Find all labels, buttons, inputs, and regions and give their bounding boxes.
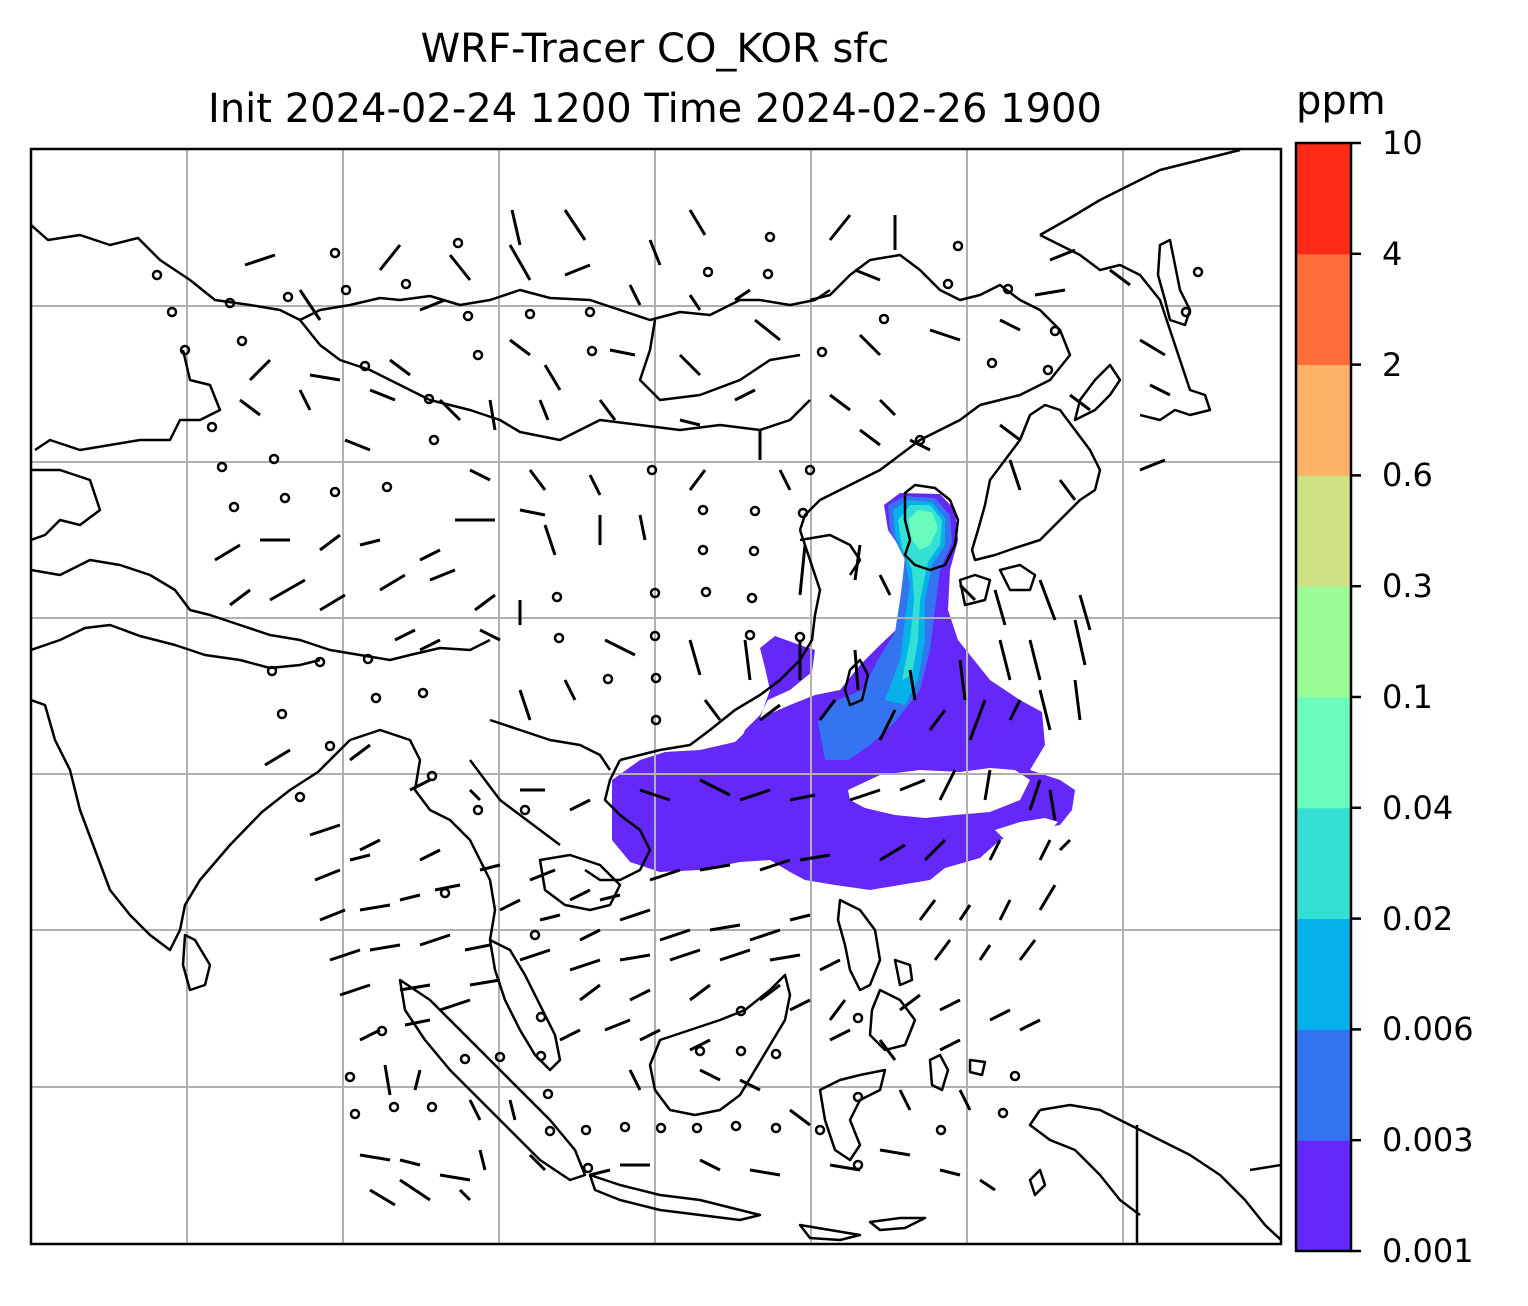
colorbar-tick-label: 0.3 — [1382, 567, 1433, 606]
colorbar-segment — [1296, 364, 1351, 476]
map-title-line1: WRF-Tracer CO_KOR sfc — [420, 26, 890, 72]
colorbar-tick-label: 0.04 — [1382, 788, 1454, 827]
plume-gap-2 — [995, 818, 1058, 840]
colorbar-segment — [1296, 1029, 1351, 1141]
coastlines — [31, 149, 1281, 1244]
tracer-plume — [612, 493, 1075, 890]
colorbar-tick-label: 0.003 — [1382, 1121, 1474, 1160]
colorbar-tick-label: 10 — [1382, 124, 1423, 162]
colorbar-tick-label: 0.02 — [1382, 899, 1454, 938]
colorbar-unit-label: ppm — [1296, 78, 1386, 124]
colorbar-segment — [1296, 697, 1351, 809]
colorbar-tick-label: 0.6 — [1382, 456, 1433, 495]
colorbar-segment — [1296, 918, 1351, 1030]
colorbar-segment — [1296, 253, 1351, 366]
plume-layer-002 — [898, 505, 942, 680]
wind-calm-markers — [151, 231, 1204, 1174]
colorbar-segment — [1296, 143, 1351, 255]
colorbar-tick-label: 0.1 — [1382, 678, 1433, 716]
colorbar-tick-label: 0.006 — [1382, 1010, 1474, 1049]
colorbar — [1294, 141, 1361, 1253]
colorbar-segment — [1296, 1140, 1351, 1252]
colorbar-segment — [1296, 586, 1351, 698]
colorbar-tick-label: 2 — [1382, 345, 1403, 384]
plume-layer-004 — [908, 510, 938, 550]
map-title-line2: Init 2024-02-24 1200 Time 2024-02-26 190… — [208, 86, 1102, 132]
colorbar-tick-label: 4 — [1382, 234, 1403, 273]
map-gridlines — [31, 149, 1281, 1244]
colorbar-segment — [1296, 807, 1351, 920]
plume-gap-1 — [848, 768, 1030, 818]
colorbar-tick-label: 0.001 — [1382, 1232, 1474, 1270]
wind-barbs — [214, 209, 1171, 1207]
map-frame — [29, 147, 1283, 1246]
colorbar-segment — [1296, 475, 1351, 587]
